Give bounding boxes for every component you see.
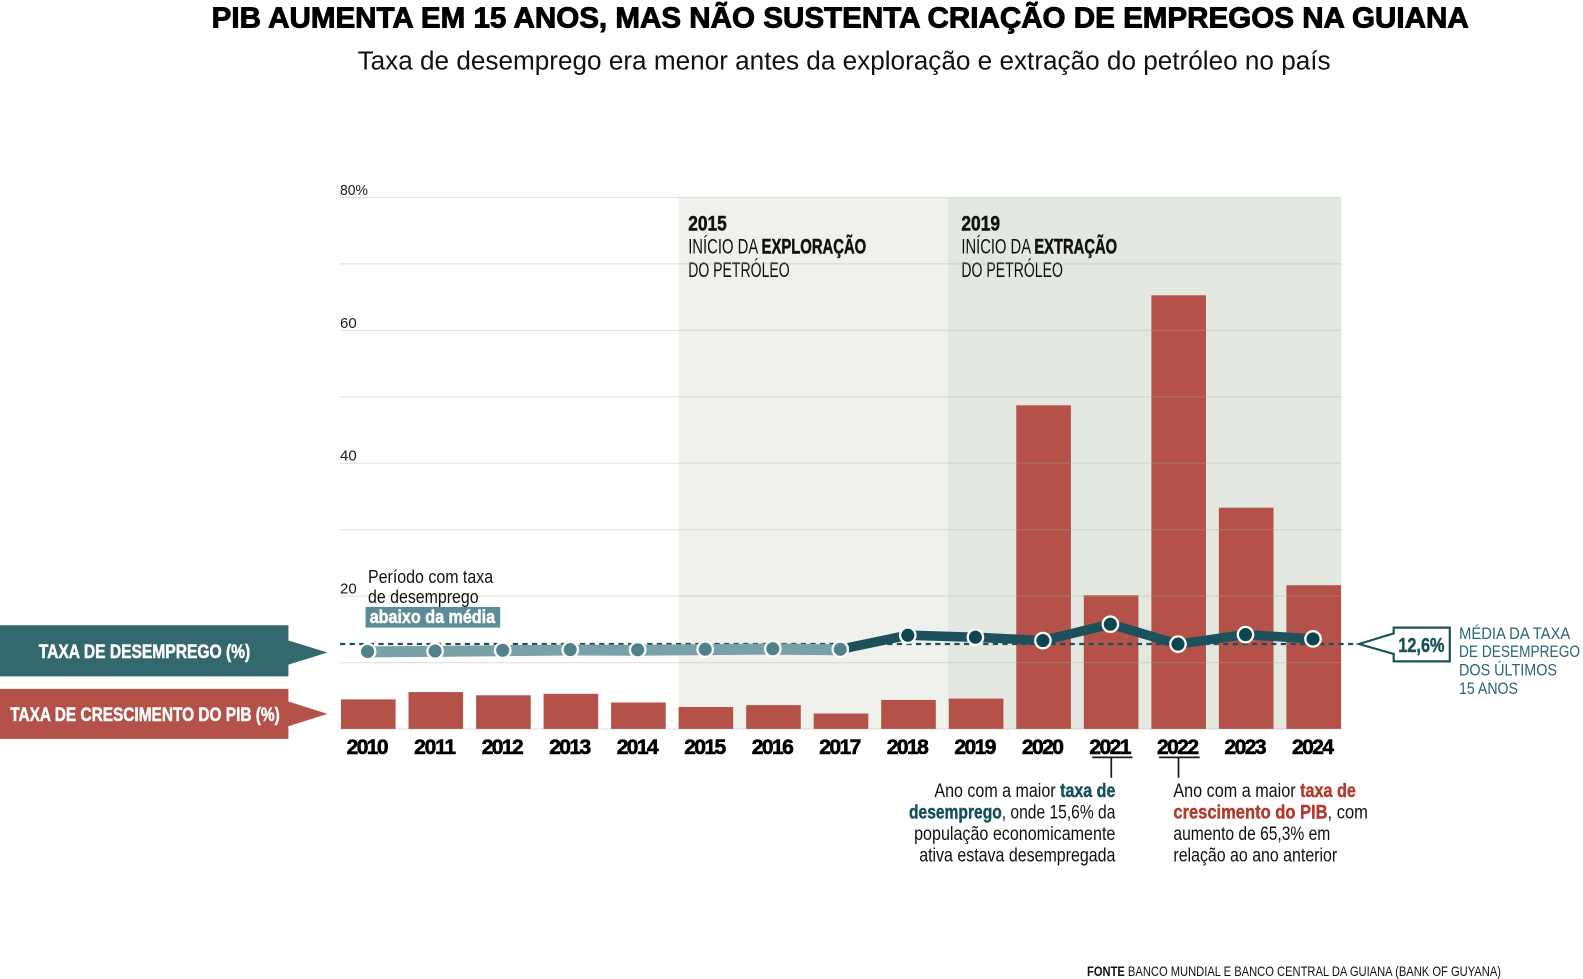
svg-text:2024: 2024 — [1292, 736, 1334, 759]
svg-text:40: 40 — [340, 448, 357, 465]
svg-text:de desemprego: de desemprego — [368, 587, 479, 607]
svg-text:80%: 80% — [340, 182, 368, 199]
svg-text:Período com taxa: Período com taxa — [368, 567, 494, 587]
svg-text:2015: 2015 — [688, 213, 727, 236]
svg-text:INÍCIO DA EXPLORAÇÃO: INÍCIO DA EXPLORAÇÃO — [688, 236, 866, 259]
svg-text:aumento de 65,3% em: aumento de 65,3% em — [1173, 824, 1330, 845]
svg-text:DO PETRÓLEO: DO PETRÓLEO — [688, 259, 790, 282]
svg-text:2015: 2015 — [684, 736, 726, 759]
svg-text:DOS ÚLTIMOS: DOS ÚLTIMOS — [1459, 661, 1557, 680]
svg-text:2013: 2013 — [549, 736, 591, 759]
svg-text:12,6%: 12,6% — [1398, 635, 1444, 657]
svg-text:TAXA DE CRESCIMENTO DO PIB (%): TAXA DE CRESCIMENTO DO PIB (%) — [10, 705, 280, 726]
svg-text:relação ao ano anterior: relação ao ano anterior — [1173, 846, 1337, 867]
svg-text:20: 20 — [340, 581, 357, 598]
svg-text:2023: 2023 — [1225, 736, 1267, 759]
svg-text:2022: 2022 — [1157, 736, 1199, 759]
svg-text:2011: 2011 — [414, 736, 456, 759]
svg-text:2021: 2021 — [1089, 736, 1131, 759]
svg-text:2010: 2010 — [347, 736, 389, 759]
svg-text:desemprego, onde 15,6% da: desemprego, onde 15,6% da — [909, 803, 1116, 824]
svg-text:15 ANOS: 15 ANOS — [1459, 680, 1518, 698]
svg-text:Ano com a maior taxa de: Ano com a maior taxa de — [934, 781, 1115, 802]
svg-text:população economicamente: população economicamente — [914, 824, 1115, 845]
svg-text:60: 60 — [340, 315, 357, 332]
svg-text:DO PETRÓLEO: DO PETRÓLEO — [961, 259, 1063, 282]
svg-text:2016: 2016 — [752, 736, 794, 759]
svg-text:abaixo da média: abaixo da média — [370, 607, 496, 627]
svg-text:ativa estava desempregada: ativa estava desempregada — [919, 846, 1116, 867]
svg-text:TAXA DE DESEMPREGO (%): TAXA DE DESEMPREGO (%) — [39, 642, 251, 663]
svg-text:INÍCIO DA EXTRAÇÃO: INÍCIO DA EXTRAÇÃO — [961, 236, 1117, 259]
svg-text:crescimento do PIB, com: crescimento do PIB, com — [1173, 803, 1368, 824]
svg-text:FONTE BANCO MUNDIAL E BANCO CE: FONTE BANCO MUNDIAL E BANCO CENTRAL DA G… — [1087, 964, 1501, 979]
svg-text:Ano com a maior taxa de: Ano com a maior taxa de — [1173, 781, 1356, 802]
svg-text:DE DESEMPREGO: DE DESEMPREGO — [1459, 643, 1580, 661]
svg-text:2019: 2019 — [954, 736, 996, 759]
svg-text:2017: 2017 — [819, 736, 861, 759]
svg-text:2018: 2018 — [887, 736, 929, 759]
svg-text:Taxa de desemprego era menor a: Taxa de desemprego era menor antes da ex… — [358, 47, 1331, 75]
svg-text:PIB AUMENTA EM 15 ANOS, MAS NÃ: PIB AUMENTA EM 15 ANOS, MAS NÃO SUSTENTA… — [212, 0, 1469, 34]
svg-text:2012: 2012 — [482, 736, 524, 759]
svg-text:2014: 2014 — [617, 736, 659, 759]
svg-text:2019: 2019 — [961, 213, 1000, 236]
svg-text:MÉDIA DA TAXA: MÉDIA DA TAXA — [1459, 624, 1570, 643]
svg-text:2020: 2020 — [1022, 736, 1064, 759]
